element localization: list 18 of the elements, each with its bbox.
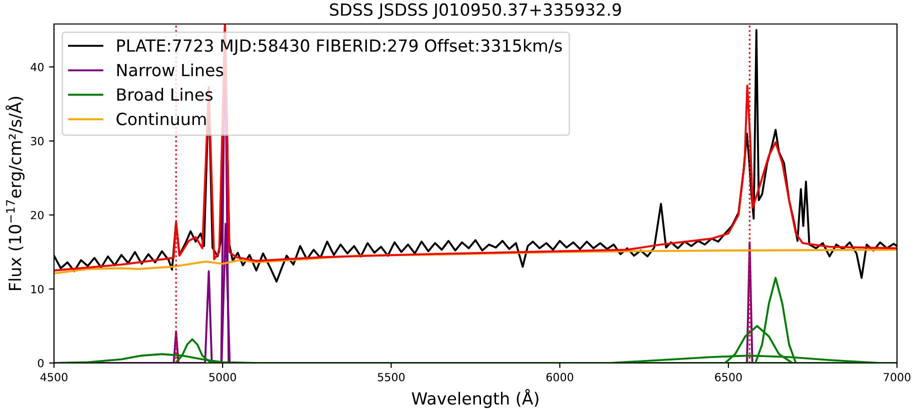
x-tick-label: 7000 xyxy=(884,372,910,382)
x-tick-label: 5000 xyxy=(209,372,236,382)
legend-label: PLATE:7723 MJD:58430 FIBERID:279 Offset:3315km/s xyxy=(117,39,562,55)
legend-label: Broad Lines xyxy=(117,88,212,101)
y-tick-label: 20 xyxy=(30,210,44,220)
y-axis-title: Flux (10$^{−17}$erg/cm²/s/Å) xyxy=(6,96,25,290)
x-tick-label: 5500 xyxy=(378,372,405,382)
y-tick-label: 30 xyxy=(30,136,44,146)
y-tick-label: 40 xyxy=(30,62,44,72)
x-tick-label: 6000 xyxy=(546,372,574,382)
y-tick-label: 10 xyxy=(31,284,44,294)
y-tick-label: 0 xyxy=(38,358,44,368)
x-tick-label: 6500 xyxy=(715,372,742,382)
legend-label: Continuum xyxy=(116,112,206,126)
legend-label: Narrow Lines xyxy=(117,63,224,76)
chart-title: SDSS JSDSS J010950.37+335932.9 xyxy=(330,3,621,20)
x-tick-label: 4500 xyxy=(40,372,68,382)
x-axis-title: Wavelength (Å) xyxy=(412,389,538,408)
